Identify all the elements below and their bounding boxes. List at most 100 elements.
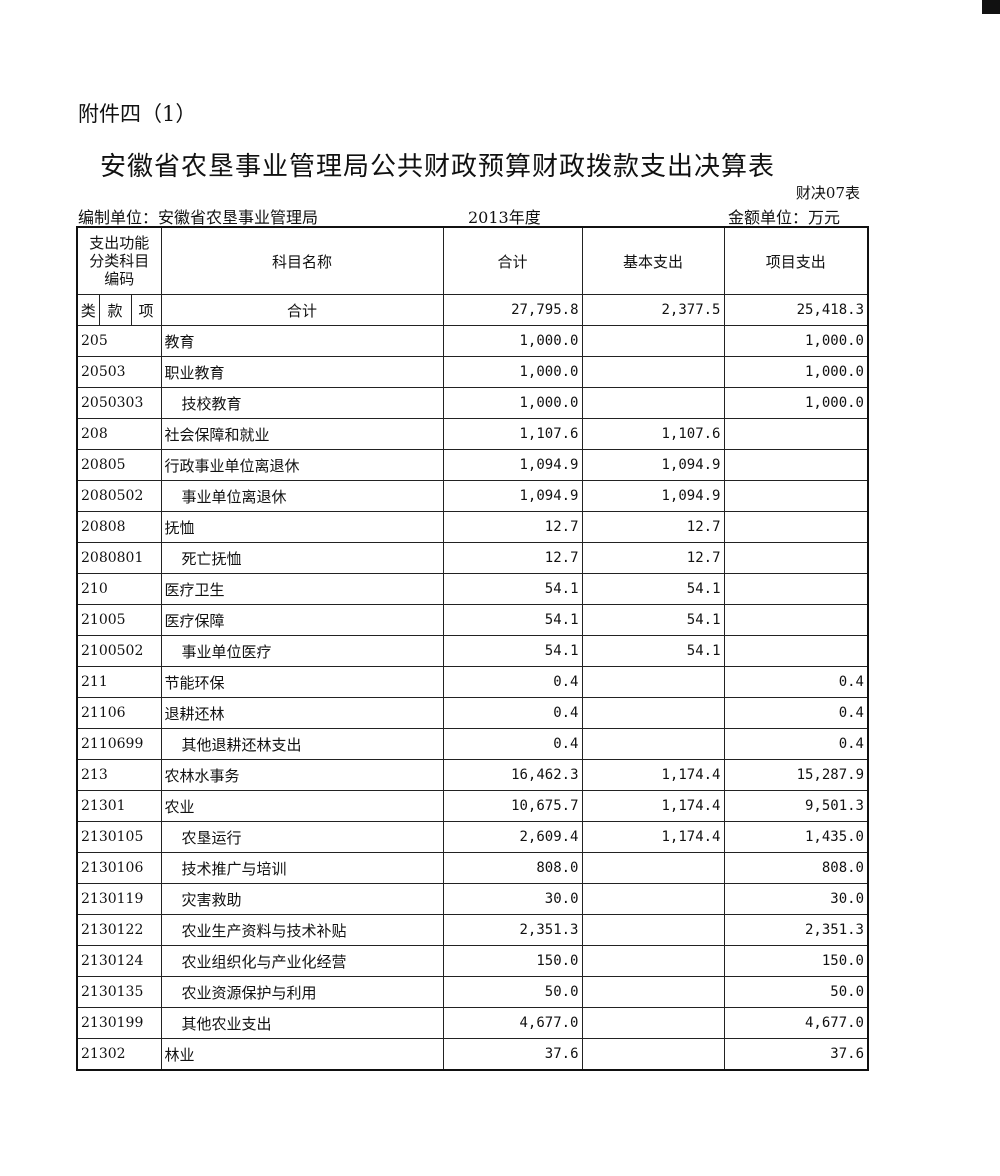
cell-project: 9,501.3	[723, 790, 869, 822]
cell-code: 211	[76, 666, 162, 698]
cell-project	[723, 542, 869, 574]
table-row: 2130124 农业组织化与产业化经营 150.0 150.0	[76, 945, 869, 977]
cell-code: 2080801	[76, 542, 162, 574]
cell-project: 1,000.0	[723, 325, 869, 357]
cell-basic: 1,094.9	[581, 449, 725, 481]
cell-code: 21302	[76, 1038, 162, 1071]
cell-basic	[581, 945, 725, 977]
cell-basic	[581, 914, 725, 946]
table-row: 21302 林业 37.6 37.6	[76, 1038, 869, 1071]
table-row: 2100502 事业单位医疗 54.1 54.1	[76, 635, 869, 667]
cell-project: 1,435.0	[723, 821, 869, 853]
cell-code: 20808	[76, 511, 162, 543]
cell-name: 医疗卫生	[160, 573, 444, 605]
cell-basic: 12.7	[581, 511, 725, 543]
cell-code: 2050303	[76, 387, 162, 419]
cell-code: 205	[76, 325, 162, 357]
cell-code: 2130124	[76, 945, 162, 977]
cell-basic: 1,107.6	[581, 418, 725, 450]
header-row: 支出功能分类科目编码 科目名称 合计 基本支出 项目支出	[76, 226, 869, 295]
cell-total: 2,351.3	[442, 914, 583, 946]
table-row: 2110699 其他退耕还林支出 0.4 0.4	[76, 728, 869, 760]
cell-name: 技术推广与培训	[160, 852, 444, 884]
cell-basic	[581, 1038, 725, 1071]
cell-name: 农业生产资料与技术补贴	[160, 914, 444, 946]
table-row: 2130106 技术推广与培训 808.0 808.0	[76, 852, 869, 884]
cell-project: 150.0	[723, 945, 869, 977]
table-row: 210 医疗卫生 54.1 54.1	[76, 573, 869, 605]
cell-name: 事业单位离退休	[160, 480, 444, 512]
cell-basic: 1,094.9	[581, 480, 725, 512]
header-lei: 类	[76, 294, 100, 326]
cell-basic	[581, 1007, 725, 1039]
cell-basic: 12.7	[581, 542, 725, 574]
cell-code: 2130135	[76, 976, 162, 1008]
cell-total: 54.1	[442, 604, 583, 636]
cell-total: 50.0	[442, 976, 583, 1008]
cell-total: 16,462.3	[442, 759, 583, 791]
cell-project: 1,000.0	[723, 356, 869, 388]
cell-name: 教育	[160, 325, 444, 357]
cell-total: 1,000.0	[442, 356, 583, 388]
scan-mark	[982, 0, 1000, 14]
table-row: 21106 退耕还林 0.4 0.4	[76, 697, 869, 729]
cell-name: 农业	[160, 790, 444, 822]
cell-total: 150.0	[442, 945, 583, 977]
cell-project: 15,287.9	[723, 759, 869, 791]
cell-code: 2100502	[76, 635, 162, 667]
cell-project: 50.0	[723, 976, 869, 1008]
cell-code: 21301	[76, 790, 162, 822]
cell-total: 30.0	[442, 883, 583, 915]
cell-name: 农垦运行	[160, 821, 444, 853]
cell-total: 4,677.0	[442, 1007, 583, 1039]
cell-total: 0.4	[442, 697, 583, 729]
cell-total: 0.4	[442, 666, 583, 698]
cell-basic: 1,174.4	[581, 821, 725, 853]
cell-basic: 1,174.4	[581, 759, 725, 791]
table-row: 20808 抚恤 12.7 12.7	[76, 511, 869, 543]
table-row: 2130122 农业生产资料与技术补贴 2,351.3 2,351.3	[76, 914, 869, 946]
table-row: 2130105 农垦运行 2,609.4 1,174.4 1,435.0	[76, 821, 869, 853]
cell-basic	[581, 728, 725, 760]
cell-name: 技校教育	[160, 387, 444, 419]
table-row: 213 农林水事务 16,462.3 1,174.4 15,287.9	[76, 759, 869, 791]
cell-project: 4,677.0	[723, 1007, 869, 1039]
cell-basic	[581, 852, 725, 884]
header-code: 支出功能分类科目编码	[76, 226, 162, 295]
cell-code: 2130199	[76, 1007, 162, 1039]
cell-name: 职业教育	[160, 356, 444, 388]
cell-basic	[581, 883, 725, 915]
cell-total: 1,094.9	[442, 480, 583, 512]
cell-basic: 1,174.4	[581, 790, 725, 822]
cell-total: 1,107.6	[442, 418, 583, 450]
cell-project: 0.4	[723, 728, 869, 760]
table-row: 21005 医疗保障 54.1 54.1	[76, 604, 869, 636]
compiling-unit: 编制单位：安徽省农垦事业管理局	[78, 208, 319, 227]
cell-project	[723, 511, 869, 543]
cell-total: 808.0	[442, 852, 583, 884]
cell-code: 20805	[76, 449, 162, 481]
table-row: 205 教育 1,000.0 1,000.0	[76, 325, 869, 357]
expenditure-table: 支出功能分类科目编码 科目名称 合计 基本支出 项目支出 类 款 项 合计 27…	[76, 226, 869, 1071]
cell-total: 1,000.0	[442, 387, 583, 419]
cell-name: 农林水事务	[160, 759, 444, 791]
cell-name: 医疗保障	[160, 604, 444, 636]
header-kuan: 款	[98, 294, 132, 326]
cell-code: 2110699	[76, 728, 162, 760]
cell-total: 10,675.7	[442, 790, 583, 822]
cell-name: 事业单位医疗	[160, 635, 444, 667]
cell-project	[723, 449, 869, 481]
cell-project: 0.4	[723, 666, 869, 698]
total-name: 合计	[160, 294, 444, 326]
total-project: 25,418.3	[723, 294, 869, 326]
header-xiang: 项	[130, 294, 162, 326]
cell-code: 2130119	[76, 883, 162, 915]
header-project: 项目支出	[723, 226, 869, 295]
cell-name: 农业组织化与产业化经营	[160, 945, 444, 977]
cell-basic: 54.1	[581, 635, 725, 667]
cell-name: 灾害救助	[160, 883, 444, 915]
cell-basic	[581, 387, 725, 419]
cell-name: 林业	[160, 1038, 444, 1071]
cell-basic: 54.1	[581, 573, 725, 605]
total-total: 27,795.8	[442, 294, 583, 326]
